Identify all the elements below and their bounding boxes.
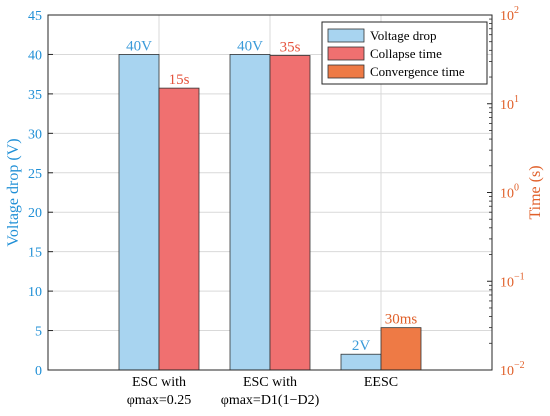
- data-label-collapse: 35s: [280, 39, 301, 55]
- right-tick-label: 101: [500, 94, 519, 113]
- bar-voltage-drop: [229, 54, 271, 371]
- left-tick-label: 35: [28, 88, 42, 103]
- right-tick-exponent: 0: [514, 183, 519, 194]
- legend-swatch: [327, 28, 365, 43]
- category-label-line1: ESC with: [243, 375, 297, 390]
- left-tick-label: 25: [28, 167, 42, 182]
- data-label-convergence: 30ms: [385, 312, 418, 328]
- data-label-voltage: 2V: [352, 338, 371, 354]
- bar-voltage-drop: [340, 353, 382, 371]
- data-label-collapse: 15s: [169, 72, 190, 88]
- right-axis-title: Time (s): [527, 165, 544, 219]
- left-tick-label: 5: [35, 325, 42, 340]
- bar-collapse-time: [269, 55, 311, 371]
- right-tick-label: 102: [500, 5, 519, 24]
- right-tick-base: 10: [500, 364, 514, 379]
- left-axis-ticks: 0 5 10 15 20 25 30 35 40 45: [28, 9, 53, 379]
- left-tick-label: 0: [35, 364, 42, 379]
- legend-label: Collapse time: [370, 46, 442, 61]
- legend-label: Convergence time: [370, 64, 465, 79]
- right-tick-base: 10: [500, 98, 514, 113]
- bar-voltage-drop: [118, 54, 160, 371]
- left-tick-label: 15: [28, 246, 42, 261]
- right-tick-base: 10: [500, 275, 514, 290]
- category-label-line2: φmax=D1(1−D2): [221, 393, 320, 408]
- right-tick-base: 10: [500, 187, 514, 202]
- category-label-line1: EESC: [364, 375, 398, 390]
- left-tick-label: 40: [28, 48, 42, 63]
- bars: [118, 54, 422, 371]
- right-tick-label: 10−1: [500, 271, 525, 290]
- right-tick-exponent: −2: [514, 360, 525, 371]
- category-label-line2: φmax=0.25: [127, 393, 192, 408]
- category-label-line1: ESC with: [132, 375, 186, 390]
- bar-collapse-time: [158, 87, 200, 371]
- data-label-voltage: 40V: [126, 38, 152, 54]
- left-tick-label: 45: [28, 9, 42, 24]
- data-label-voltage: 40V: [237, 38, 263, 54]
- category-labels: ESC with φmax=0.25 ESC with φmax=D1(1−D2) EE…: [127, 375, 398, 408]
- right-tick-base: 10: [500, 9, 514, 24]
- left-tick-label: 30: [28, 127, 42, 142]
- left-tick-label: 10: [28, 285, 42, 300]
- left-axis-title: Voltage drop (V): [5, 138, 22, 246]
- right-tick-label: 100: [500, 183, 519, 202]
- legend-swatch: [327, 64, 365, 79]
- right-tick-exponent: 1: [514, 94, 519, 105]
- data-labels: 40V 15s 40V 35s 2V 30ms: [126, 38, 417, 354]
- right-tick-exponent: −1: [514, 271, 525, 282]
- bar-convergence-time: [380, 327, 422, 371]
- left-tick-label: 20: [28, 206, 42, 221]
- legend: Voltage drop Collapse time Convergence tim…: [321, 21, 488, 85]
- legend-label: Voltage drop: [370, 28, 437, 43]
- right-tick-exponent: 2: [514, 5, 519, 16]
- right-tick-label: 10−2: [500, 360, 525, 379]
- legend-swatch: [327, 46, 365, 61]
